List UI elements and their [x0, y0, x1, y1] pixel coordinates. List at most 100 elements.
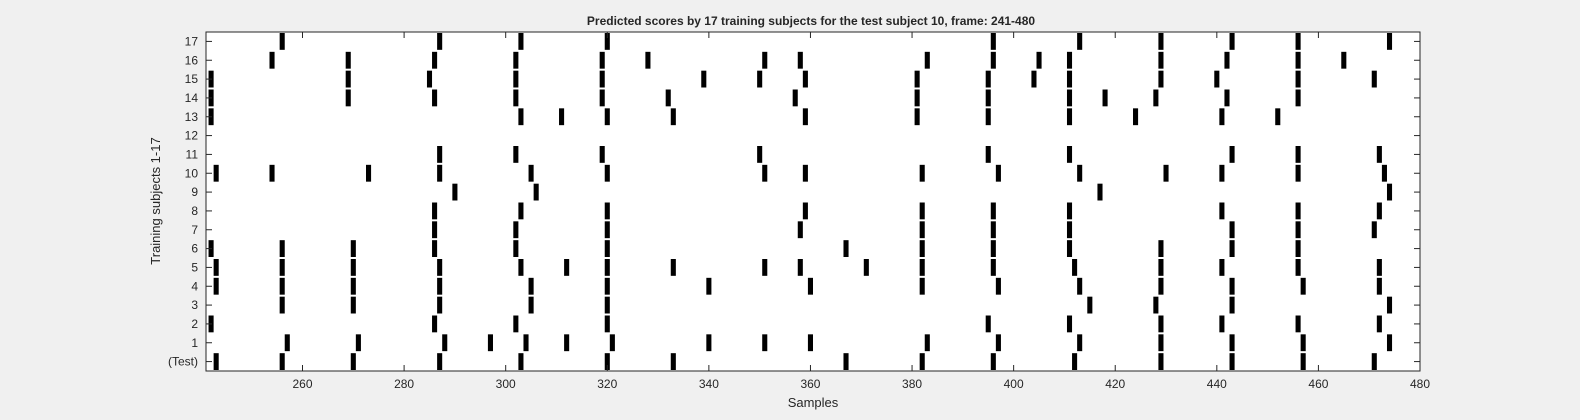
event-mark: [1295, 315, 1301, 333]
event-mark: [797, 221, 803, 239]
event-mark: [990, 51, 996, 69]
event-mark: [1229, 33, 1235, 50]
event-mark: [1158, 33, 1164, 50]
x-tick-label: 320: [597, 377, 617, 391]
event-mark: [279, 240, 285, 257]
event-mark: [513, 70, 519, 88]
event-mark: [523, 334, 529, 352]
event-mark: [1376, 277, 1382, 295]
event-mark: [604, 296, 610, 314]
plot-frame: [205, 31, 1421, 372]
event-mark: [559, 108, 565, 126]
event-mark: [1077, 277, 1083, 295]
event-mark: [807, 277, 813, 295]
event-mark: [1158, 353, 1164, 370]
x-tick-label: 260: [292, 377, 312, 391]
event-mark: [863, 259, 869, 276]
event-mark: [350, 353, 356, 370]
event-mark: [1295, 164, 1301, 182]
event-mark: [213, 164, 219, 182]
event-mark: [919, 221, 925, 239]
event-mark: [599, 51, 605, 69]
event-marks: [208, 33, 1393, 370]
event-mark: [345, 51, 351, 69]
y-tick-label: 1: [191, 336, 198, 350]
event-mark: [1219, 108, 1225, 126]
plot-area: [205, 31, 1421, 372]
event-mark: [513, 146, 519, 163]
event-mark: [213, 353, 219, 370]
event-mark: [1163, 164, 1169, 182]
event-mark: [513, 89, 519, 107]
event-mark: [528, 296, 534, 314]
event-mark: [1295, 259, 1301, 276]
event-mark: [706, 277, 712, 295]
event-mark: [1229, 353, 1235, 370]
event-mark: [1371, 221, 1377, 239]
event-mark: [1066, 240, 1073, 257]
event-mark: [757, 70, 763, 88]
y-tick-label: 10: [185, 166, 199, 180]
event-mark: [990, 259, 996, 276]
x-axis: 260 280 300 320 340 360 380 400 420 440 460 480: [292, 32, 1430, 391]
x-tick-label: 300: [496, 377, 516, 391]
event-mark: [924, 334, 930, 352]
event-mark: [990, 202, 996, 220]
event-mark: [1153, 296, 1159, 314]
event-mark: [1077, 33, 1083, 50]
event-mark: [1031, 70, 1037, 88]
event-mark: [269, 51, 275, 69]
event-mark: [437, 353, 443, 370]
event-mark: [213, 259, 219, 276]
event-mark: [437, 146, 443, 163]
event-mark: [609, 334, 615, 352]
event-mark: [1381, 164, 1387, 182]
event-mark: [279, 259, 285, 276]
event-mark: [1066, 315, 1073, 333]
event-mark: [1077, 164, 1083, 182]
event-mark: [1158, 334, 1164, 352]
event-mark: [1376, 202, 1382, 220]
x-tick-label: 380: [902, 377, 922, 391]
event-mark: [355, 334, 361, 352]
event-mark: [1158, 315, 1164, 333]
event-mark: [670, 108, 676, 126]
event-mark: [1158, 259, 1164, 276]
event-mark: [513, 315, 519, 333]
event-mark: [604, 315, 610, 333]
event-mark: [843, 240, 849, 257]
event-mark: [366, 164, 372, 182]
event-mark: [1376, 146, 1382, 163]
event-mark: [1295, 221, 1301, 239]
event-mark: [1066, 202, 1073, 220]
event-mark: [1224, 51, 1230, 69]
event-mark: [995, 277, 1001, 295]
event-mark: [518, 259, 524, 276]
event-mark: [432, 221, 438, 239]
event-mark: [1376, 315, 1382, 333]
event-mark: [757, 146, 763, 163]
y-tick-label: 12: [185, 129, 199, 143]
x-tick-label: 360: [800, 377, 820, 391]
event-mark: [1300, 334, 1306, 352]
event-mark: [487, 334, 493, 352]
event-mark: [797, 51, 803, 69]
event-mark: [432, 315, 438, 333]
x-tick-label: 280: [394, 377, 414, 391]
event-mark: [599, 89, 605, 107]
event-mark: [452, 183, 458, 201]
event-mark: [350, 277, 356, 295]
event-mark: [1229, 240, 1235, 257]
y-tick-label: 9: [191, 185, 198, 199]
event-mark: [797, 259, 803, 276]
event-mark: [1158, 51, 1164, 69]
event-mark: [670, 259, 676, 276]
event-mark: [1158, 70, 1164, 88]
event-mark: [350, 240, 356, 257]
event-mark: [1371, 70, 1377, 88]
event-mark: [604, 33, 610, 50]
event-mark: [1295, 146, 1301, 163]
event-mark: [1300, 277, 1306, 295]
event-mark: [645, 51, 651, 69]
